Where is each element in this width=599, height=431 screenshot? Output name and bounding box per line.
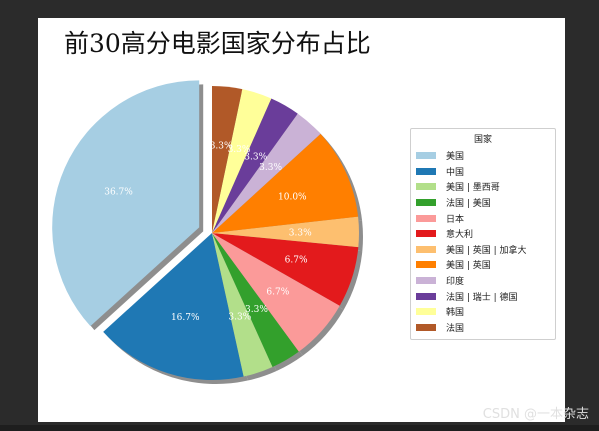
legend-swatch bbox=[416, 167, 436, 175]
legend-label: 法国 bbox=[446, 323, 465, 334]
legend-label: 法国 | 瑞士 | 德国 bbox=[446, 292, 518, 303]
legend-item: 印度 bbox=[416, 273, 550, 289]
slice-3-wedge bbox=[212, 233, 273, 377]
slice-9-wedge bbox=[212, 113, 321, 233]
slice-9-pct-label: 3.3% bbox=[259, 163, 282, 173]
legend-label: 美国 | 英国 | 加拿大 bbox=[446, 245, 527, 256]
slice-12-wedge bbox=[212, 86, 243, 233]
chart-legend: 国家 美国中国美国 | 墨西哥 法国 | 美国 日本意大利美国 | 英国 | 加拿大… bbox=[410, 128, 556, 341]
legend-swatch bbox=[416, 308, 436, 316]
slice-8-wedge bbox=[212, 133, 359, 233]
legend-swatch bbox=[416, 292, 436, 300]
pie-chart: 36.7%16.7% 3.3%3.3%6.7%6.7%3.3%10.0%3.3%3… bbox=[52, 29, 371, 384]
legend-item: 美国 bbox=[416, 148, 550, 164]
slice-7-wedge bbox=[212, 216, 359, 248]
slice-3-pct-label: 3.3% bbox=[228, 313, 251, 323]
legend-label: 美国 | 墨西哥 bbox=[446, 183, 500, 194]
legend-label: 意大利 bbox=[446, 230, 474, 241]
slice-10-wedge bbox=[212, 98, 298, 233]
legend-title: 国家 bbox=[473, 135, 492, 145]
legend-item: 美国 | 墨西哥 bbox=[416, 179, 550, 195]
legend-label: 中国 bbox=[446, 167, 465, 178]
figure-canvas: 36.7% 16.7% 3.3% 3.3% 6.7% 6.7% 3.3% 10.0% 3.3% 3… bbox=[38, 18, 565, 422]
legend-swatch bbox=[416, 199, 436, 207]
slice-6-pct-label: 6.7% bbox=[285, 256, 308, 266]
slice-5-pct-label: 6.7% bbox=[266, 288, 289, 298]
slice-10-pct-label: 3.3% bbox=[244, 152, 267, 162]
legend-swatch bbox=[416, 152, 436, 160]
legend-item: 意大利 bbox=[416, 226, 550, 242]
legend-swatch bbox=[416, 245, 436, 253]
legend-item: 日本 bbox=[416, 210, 550, 226]
legend-label: 美国 | 英国 bbox=[446, 261, 491, 272]
slice-2-wedge bbox=[103, 233, 244, 380]
legend-items: 美国中国美国 | 墨西哥 法国 | 美国 日本意大利美国 | 英国 | 加拿大 美国 … bbox=[416, 148, 550, 335]
legend-swatch bbox=[416, 230, 436, 238]
legend-item: 美国 | 英国 bbox=[416, 257, 550, 273]
slice-1-wedge bbox=[52, 80, 200, 327]
legend-item: 中国 bbox=[416, 164, 550, 180]
slice-8-pct-label: 10.0% bbox=[278, 193, 307, 203]
slice-12-pct-label: 3.3% bbox=[210, 141, 233, 151]
slice-11-pct-label: 3.3% bbox=[228, 145, 251, 155]
slice-5-wedge bbox=[212, 233, 340, 352]
legend-swatch bbox=[416, 323, 436, 331]
legend-item: 韩国 bbox=[416, 304, 550, 320]
slice-4-pct-label: 3.3% bbox=[245, 305, 268, 315]
pie-label-layer: 36.7%16.7% 3.3%3.3%6.7%6.7%3.3%10.0%3.3%3… bbox=[104, 141, 312, 323]
window-bottom-bar bbox=[0, 425, 599, 431]
slice-6-wedge bbox=[212, 233, 359, 306]
legend-swatch bbox=[416, 214, 436, 222]
legend-label: 美国 bbox=[446, 152, 465, 163]
pie-slice-layer bbox=[52, 80, 359, 380]
legend-swatch bbox=[416, 183, 436, 191]
watermark: CSDN @一本杂志 bbox=[482, 407, 589, 422]
legend-label: 日本 bbox=[446, 214, 465, 225]
slice-1-pct-label: 36.7% bbox=[104, 188, 133, 198]
slice-11-wedge bbox=[212, 89, 272, 234]
slice-2-pct-label: 16.7% bbox=[171, 313, 200, 323]
legend-swatch bbox=[416, 261, 436, 269]
slice-4-wedge bbox=[212, 233, 299, 367]
legend-swatch bbox=[416, 277, 436, 285]
legend-label: 印度 bbox=[446, 277, 465, 288]
chart-title: 前30高分电影国家分布占比 bbox=[64, 29, 371, 58]
legend-label: 韩国 bbox=[446, 308, 465, 319]
legend-label: 法国 | 美国 bbox=[446, 199, 491, 210]
legend-item: 法国 | 瑞士 | 德国 bbox=[416, 288, 550, 304]
legend-item: 美国 | 英国 | 加拿大 bbox=[416, 242, 550, 258]
slice-7-pct-label: 3.3% bbox=[289, 228, 312, 238]
legend-item: 法国 | 美国 bbox=[416, 195, 550, 211]
legend-item: 法国 bbox=[416, 320, 550, 336]
